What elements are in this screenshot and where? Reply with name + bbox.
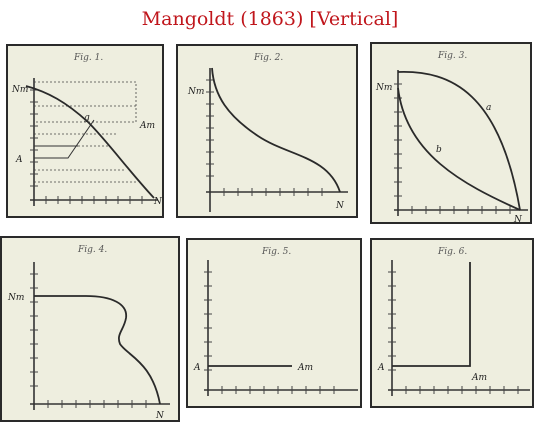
figure-6-diagram: Fig. 6. A Am bbox=[377, 247, 530, 396]
figure-6-curve bbox=[392, 262, 471, 367]
figure-1-label-g: g bbox=[84, 113, 90, 123]
figure-1-ticks bbox=[30, 89, 143, 204]
figure-3-panel: Fig. 3. Nm a b N bbox=[370, 42, 532, 224]
page-title: Mangoldt (1863) [Vertical] bbox=[141, 8, 399, 30]
figure-2-label-n: N bbox=[335, 201, 345, 211]
figure-1-label-a: A bbox=[15, 155, 23, 165]
figure-4-caption: Fig. 4. bbox=[77, 245, 107, 255]
figure-3-label-nm: Nm bbox=[375, 83, 392, 93]
figure-2-ticks bbox=[206, 79, 323, 196]
figure-1-curve bbox=[25, 85, 155, 199]
figure-3-diagram: Fig. 3. Nm a b N bbox=[375, 51, 528, 224]
figure-1-diagram: Fig. 1. Nm Am A g N bbox=[11, 53, 163, 207]
figure-6-panel: Fig. 6. A Am bbox=[370, 238, 534, 408]
figure-4-panel: Fig. 4. Nm N bbox=[0, 236, 180, 422]
figure-3-curve-a bbox=[397, 71, 521, 211]
figure-2-label-nm: Nm bbox=[187, 87, 204, 97]
figure-3-caption: Fig. 3. bbox=[437, 51, 467, 61]
figure-1-caption: Fig. 1. bbox=[73, 53, 103, 63]
figure-2-diagram: Fig. 2. Nm N bbox=[187, 53, 348, 212]
figure-1-label-nm: Nm bbox=[11, 85, 28, 95]
figure-2-panel: Fig. 2. Nm N bbox=[176, 44, 358, 218]
figure-4-label-n: N bbox=[155, 411, 165, 421]
figure-4-ticks bbox=[30, 273, 147, 408]
figure-6-label-am: Am bbox=[471, 373, 487, 383]
figure-1-label-n: N bbox=[153, 197, 163, 207]
figure-4-label-nm: Nm bbox=[7, 293, 24, 303]
figure-1-panel: Fig. 1. Nm Am A g N bbox=[6, 44, 164, 218]
figure-1-label-am: Am bbox=[139, 121, 155, 131]
figure-3-curve-b bbox=[397, 87, 521, 211]
figure-3-label-a: a bbox=[486, 103, 491, 113]
figure-5-label-a: A bbox=[193, 363, 201, 373]
figure-3-label-b: b bbox=[436, 145, 442, 155]
figure-3-label-n: N bbox=[513, 215, 523, 224]
figure-5-label-am: Am bbox=[297, 363, 313, 373]
figure-5-ticks bbox=[204, 271, 335, 394]
figure-5-panel: Fig. 5. A Am bbox=[186, 238, 362, 408]
figure-3-ticks bbox=[394, 83, 511, 214]
figure-5-caption: Fig. 5. bbox=[261, 247, 291, 257]
figure-6-caption: Fig. 6. bbox=[437, 247, 467, 257]
figure-4-diagram: Fig. 4. Nm N bbox=[7, 245, 170, 421]
figure-4-curve bbox=[34, 295, 161, 405]
figure-2-caption: Fig. 2. bbox=[253, 53, 283, 63]
figure-2-curve bbox=[211, 67, 341, 193]
figure-5-diagram: Fig. 5. A Am bbox=[193, 247, 358, 396]
figure-6-label-a: A bbox=[377, 363, 385, 373]
figure-6-ticks bbox=[388, 271, 519, 394]
